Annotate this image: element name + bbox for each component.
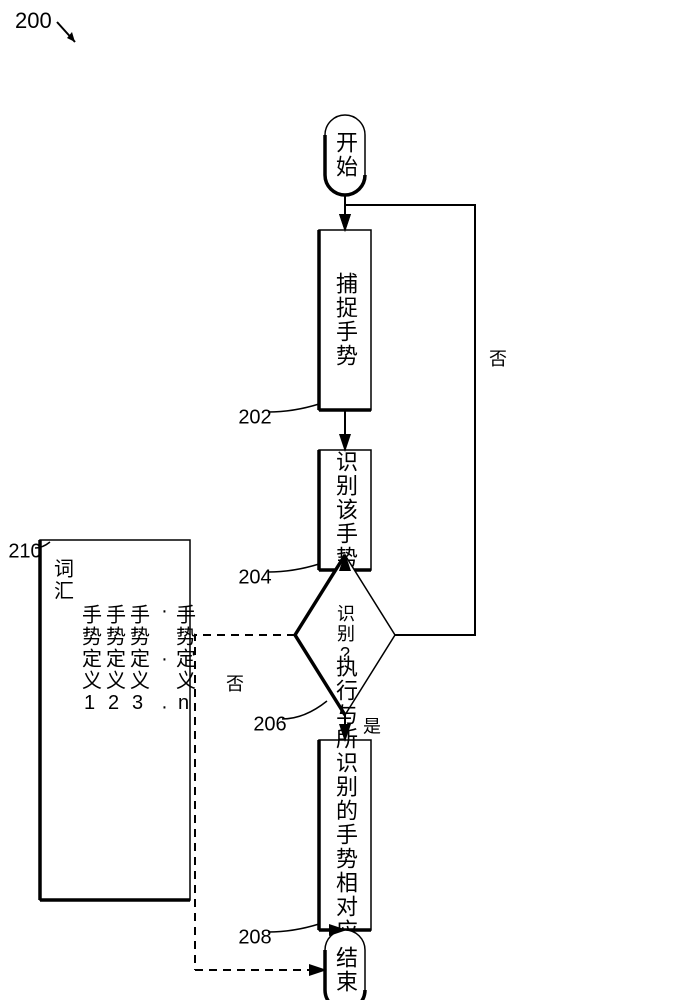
capture-step-label: 捕捉手势 xyxy=(323,263,367,377)
label-yes: 是 xyxy=(363,716,381,736)
ref-204: 204 xyxy=(238,566,271,588)
vocab-item-n: 手势定义n xyxy=(164,595,204,725)
ref-208-leader xyxy=(268,924,319,932)
ref-210: 210 xyxy=(8,540,41,562)
ref-204-leader xyxy=(268,564,319,572)
start-terminal-label: 开始 xyxy=(323,124,367,186)
ref-206: 206 xyxy=(253,713,286,735)
ref-208: 208 xyxy=(238,926,271,948)
label-no-left: 否 xyxy=(226,674,244,694)
ref-206-leader xyxy=(282,701,327,719)
ref-202: 202 xyxy=(238,406,271,428)
arrow-no-dashed-seg xyxy=(195,635,295,970)
end-terminal-label: 结束 xyxy=(323,939,367,1000)
figure-ref-number: 200 xyxy=(15,8,52,33)
flowchart: 开始捕捉手势识别该手势识别?执行与所识别的手势相对应的任务结束是否否202204… xyxy=(0,0,679,1000)
figure-ref-arrow xyxy=(55,20,83,48)
figure-reference: 200 xyxy=(15,8,52,34)
label-no-right: 否 xyxy=(489,349,507,369)
ref-202-leader xyxy=(268,404,319,412)
